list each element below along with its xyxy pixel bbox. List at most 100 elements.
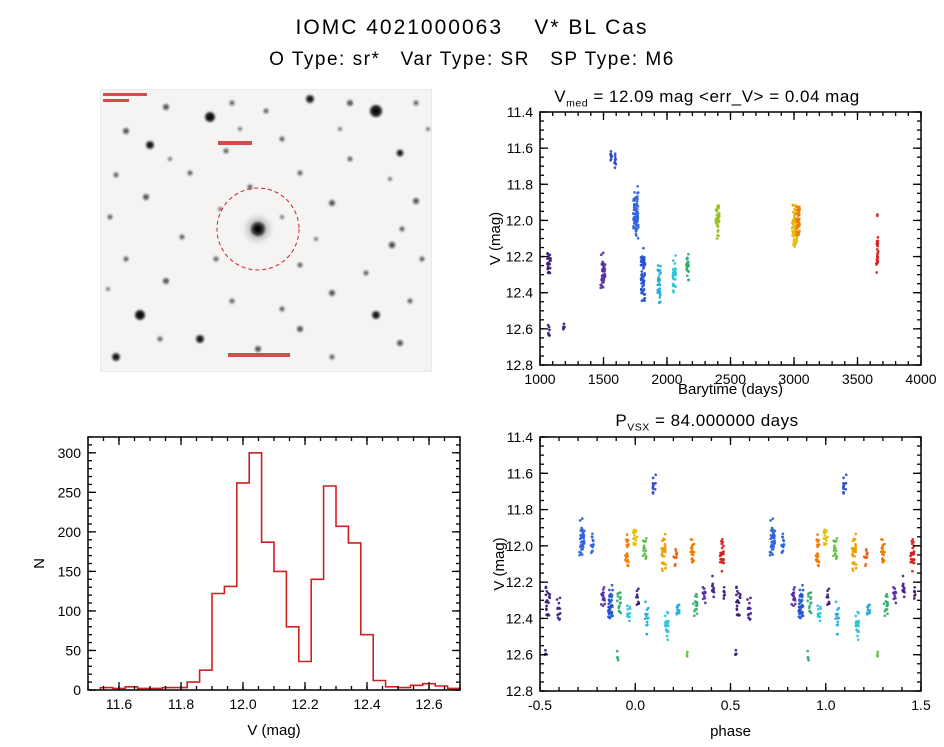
data-point	[832, 549, 836, 552]
data-point	[677, 611, 681, 615]
star	[123, 128, 129, 134]
data-point	[609, 158, 612, 162]
data-point	[557, 612, 561, 616]
x-tick-label: 4000	[905, 371, 936, 387]
star	[113, 172, 119, 178]
data-point	[686, 269, 690, 273]
data-point	[797, 231, 801, 235]
data-point	[703, 601, 707, 605]
data-point	[793, 602, 797, 606]
data-point	[628, 607, 632, 610]
data-point	[643, 617, 647, 621]
data-point	[715, 237, 719, 240]
data-point	[582, 539, 586, 543]
x-tick-label: 0.0	[626, 697, 646, 713]
starfield-image	[100, 89, 432, 372]
data-point	[901, 574, 905, 578]
data-point	[901, 584, 905, 588]
data-point	[807, 658, 810, 662]
data-point	[876, 256, 880, 260]
data-point	[610, 583, 614, 587]
data-point	[665, 634, 669, 638]
timeseries-title: Vmed = 12.09 mag <err_V> = 0.04 mag	[470, 87, 944, 109]
data-point	[855, 624, 858, 628]
phase-plot: -0.5 0.0 0.5 1.0 1.5 11.4 11.6 11.8 12.0 12.2 12.4…	[491, 429, 931, 740]
data-point	[875, 214, 879, 218]
data-point	[793, 228, 797, 232]
data-point	[589, 544, 593, 547]
data-point	[663, 614, 667, 618]
data-point	[591, 532, 594, 536]
data-point	[875, 242, 879, 246]
data-point	[735, 613, 739, 617]
data-point	[835, 632, 839, 636]
star-core	[114, 355, 118, 359]
data-point	[834, 557, 838, 561]
data-point	[653, 488, 657, 491]
data-point	[854, 542, 857, 546]
data-point	[632, 531, 636, 535]
data-point	[856, 620, 859, 624]
y-tick-label: 200	[58, 524, 82, 540]
y-tick-label: 11.6	[507, 465, 533, 481]
star	[388, 241, 396, 249]
data-point	[876, 252, 879, 256]
data-point	[608, 595, 611, 598]
data-point	[607, 602, 611, 606]
data-point	[798, 599, 802, 602]
data-point	[664, 628, 668, 632]
data-point	[857, 611, 860, 615]
data-point	[694, 592, 698, 596]
data-point	[824, 542, 828, 546]
star	[297, 170, 303, 176]
data-point	[894, 596, 897, 600]
star-core	[207, 114, 213, 120]
data-point	[817, 614, 820, 618]
data-point	[792, 218, 796, 221]
data-point	[884, 594, 888, 598]
data-point	[634, 539, 638, 542]
data-point	[546, 252, 549, 255]
star	[218, 207, 222, 211]
star-core	[308, 97, 312, 101]
phase-data-points	[543, 473, 917, 662]
data-point	[685, 262, 689, 265]
data-point	[798, 588, 802, 592]
data-point	[635, 207, 639, 211]
data-point	[590, 550, 594, 554]
data-point	[579, 528, 583, 532]
aperture-circle	[216, 187, 300, 271]
data-point	[797, 602, 801, 606]
data-point	[639, 260, 643, 264]
data-point	[738, 613, 741, 617]
data-point	[912, 597, 916, 600]
data-point	[616, 658, 620, 662]
data-point	[720, 546, 724, 550]
data-point	[842, 487, 845, 490]
data-point	[691, 558, 695, 562]
data-point	[893, 590, 897, 594]
star	[347, 156, 353, 162]
data-point	[826, 535, 829, 539]
data-point	[616, 655, 619, 659]
data-point	[580, 553, 584, 556]
data-point	[911, 551, 914, 555]
data-point	[780, 544, 783, 547]
data-point	[796, 224, 800, 228]
data-point	[876, 239, 880, 243]
data-point	[834, 600, 838, 604]
data-point	[626, 563, 629, 567]
data-point	[835, 537, 839, 540]
data-point	[855, 628, 858, 632]
data-point	[640, 263, 643, 267]
data-point	[545, 613, 548, 617]
data-point	[793, 208, 797, 212]
data-point	[603, 276, 606, 279]
data-point	[601, 260, 604, 264]
data-point	[642, 293, 646, 296]
data-point	[826, 589, 829, 593]
data-point	[641, 539, 645, 543]
data-point	[637, 226, 640, 229]
data-point	[660, 567, 664, 571]
background-stars	[106, 95, 430, 361]
